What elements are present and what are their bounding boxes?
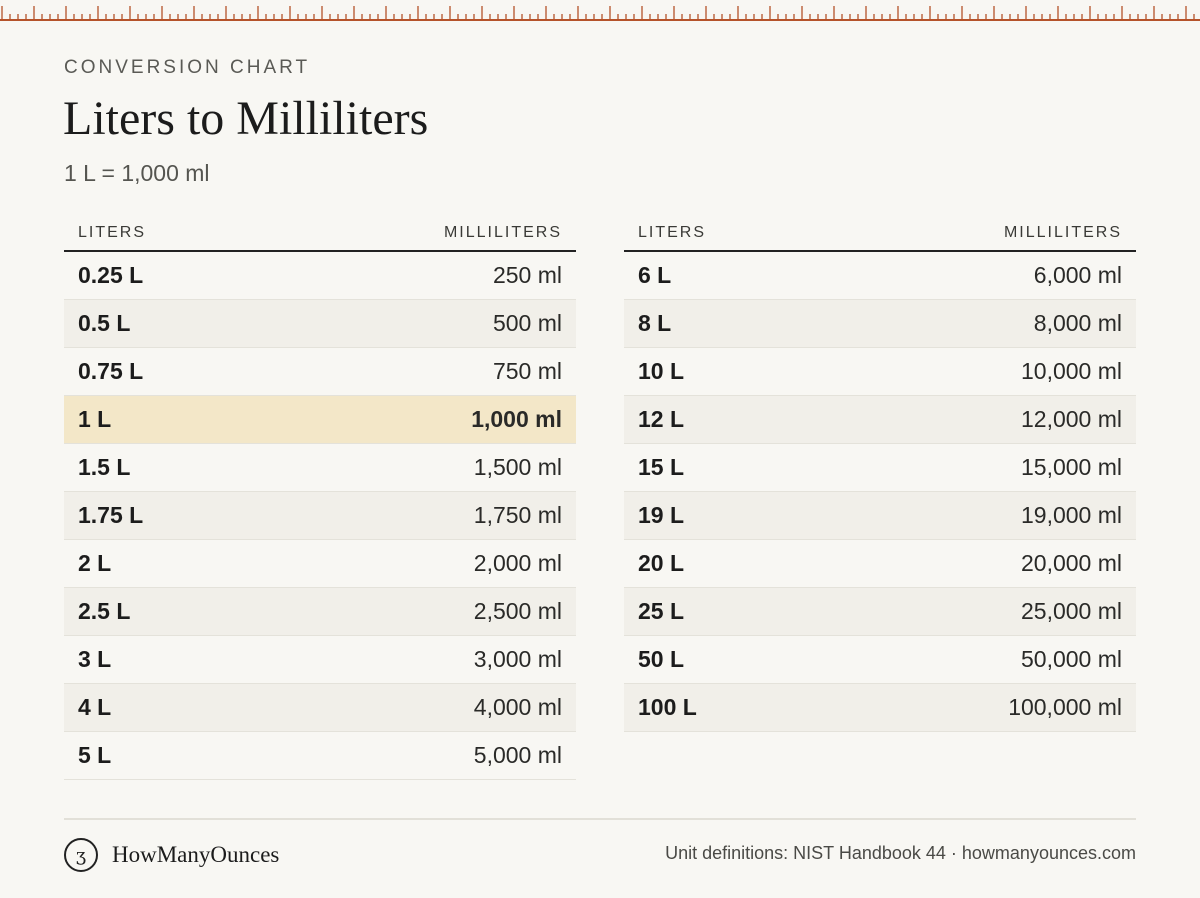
milliliters-value: 5,000 ml	[473, 742, 562, 768]
milliliters-value: 25,000 ml	[1020, 598, 1122, 624]
milliliters-value: 10,000 ml	[1020, 358, 1122, 384]
table-row: 100 L 100,000 ml	[624, 684, 1136, 732]
howmanyounces-logo-icon: ʒ	[64, 838, 98, 872]
liters-value: 1.5 L	[78, 454, 131, 480]
table-row: 1 L 1,000 ml	[64, 396, 576, 444]
milliliters-value: 50,000 ml	[1020, 646, 1122, 672]
table-header: LITERS MILLILITERS	[64, 216, 576, 252]
milliliters-value: 8,000 ml	[1033, 310, 1122, 336]
table-row: 3 L 3,000 ml	[64, 636, 576, 684]
liters-value: 0.25 L	[78, 262, 144, 288]
conversion-table-right: LITERS MILLILITERS 6 L 6,000 ml 8 L 8,000 m…	[624, 216, 1136, 732]
milliliters-value: 1,500 ml	[473, 454, 562, 480]
milliliters-value: 4,000 ml	[473, 694, 562, 720]
ruler-ticks-decoration	[0, 6, 1200, 21]
liters-value: 100 L	[638, 694, 697, 720]
milliliters-value: 12,000 ml	[1020, 406, 1122, 432]
liters-value: 12 L	[638, 406, 685, 432]
liters-value: 15 L	[638, 454, 685, 480]
milliliters-value: 6,000 ml	[1033, 262, 1122, 288]
liters-value: 2 L	[78, 550, 112, 576]
column-header-liters: LITERS	[78, 224, 147, 241]
liters-value: 20 L	[638, 550, 685, 576]
liters-value: 50 L	[638, 646, 685, 672]
page-subtitle: 1 L = 1,000 ml	[64, 160, 210, 186]
liters-value: 2.5 L	[78, 598, 131, 624]
table-row: 50 L 50,000 ml	[624, 636, 1136, 684]
table-header: LITERS MILLILITERS	[624, 216, 1136, 252]
milliliters-value: 750 ml	[492, 358, 562, 384]
footer-source-note: Unit definitions: NIST Handbook 44 · how…	[665, 843, 1136, 863]
table-row: 15 L 15,000 ml	[624, 444, 1136, 492]
table-row: 0.75 L 750 ml	[64, 348, 576, 396]
footer-divider	[64, 818, 1136, 820]
table-row: 25 L 25,000 ml	[624, 588, 1136, 636]
table-row: 6 L 6,000 ml	[624, 252, 1136, 300]
milliliters-value: 20,000 ml	[1020, 550, 1122, 576]
column-header-liters: LITERS	[638, 224, 707, 241]
eyebrow-label: CONVERSION CHART	[64, 57, 311, 78]
table-row: 4 L 4,000 ml	[64, 684, 576, 732]
liters-value: 0.5 L	[78, 310, 131, 336]
milliliters-value: 1,000 ml	[471, 406, 562, 432]
milliliters-value: 2,500 ml	[473, 598, 562, 624]
column-header-milliliters: MILLILITERS	[1003, 224, 1122, 241]
milliliters-value: 500 ml	[492, 310, 562, 336]
footer-brand[interactable]: ʒ HowManyOunces	[64, 838, 279, 872]
table-row: 5 L 5,000 ml	[64, 732, 576, 780]
table-row: 19 L 19,000 ml	[624, 492, 1136, 540]
milliliters-value: 3,000 ml	[473, 646, 562, 672]
liters-value: 0.75 L	[78, 358, 144, 384]
table-row: 8 L 8,000 ml	[624, 300, 1136, 348]
milliliters-value: 250 ml	[492, 262, 562, 288]
table-row: 1.5 L 1,500 ml	[64, 444, 576, 492]
liters-value: 1.75 L	[78, 502, 144, 528]
milliliters-value: 100,000 ml	[1008, 694, 1122, 720]
table-row: 20 L 20,000 ml	[624, 540, 1136, 588]
table-row: 2 L 2,000 ml	[64, 540, 576, 588]
liters-value: 6 L	[638, 262, 672, 288]
milliliters-value: 2,000 ml	[473, 550, 562, 576]
table-row: 12 L 12,000 ml	[624, 396, 1136, 444]
column-header-milliliters: MILLILITERS	[443, 224, 562, 241]
liters-value: 10 L	[638, 358, 685, 384]
table-row: 0.25 L 250 ml	[64, 252, 576, 300]
liters-value: 4 L	[78, 694, 112, 720]
liters-value: 5 L	[78, 742, 112, 768]
liters-value: 25 L	[638, 598, 685, 624]
liters-value: 19 L	[638, 502, 685, 528]
liters-value: 1 L	[78, 406, 112, 432]
table-row: 0.5 L 500 ml	[64, 300, 576, 348]
table-row: 2.5 L 2,500 ml	[64, 588, 576, 636]
milliliters-value: 1,750 ml	[473, 502, 562, 528]
page-title: Liters to Milliliters	[63, 92, 429, 145]
liters-value: 8 L	[638, 310, 672, 336]
header: CONVERSION CHART Liters to Milliliters 1…	[63, 56, 1136, 186]
brand-name: HowManyOunces	[112, 842, 280, 867]
milliliters-value: 19,000 ml	[1020, 502, 1122, 528]
conversion-table-left: LITERS MILLILITERS 0.25 L 250 ml 0.5 L 500 …	[64, 216, 576, 780]
milliliters-value: 15,000 ml	[1020, 454, 1122, 480]
table-row: 10 L 10,000 ml	[624, 348, 1136, 396]
table-row: 1.75 L 1,750 ml	[64, 492, 576, 540]
liters-value: 3 L	[78, 646, 112, 672]
